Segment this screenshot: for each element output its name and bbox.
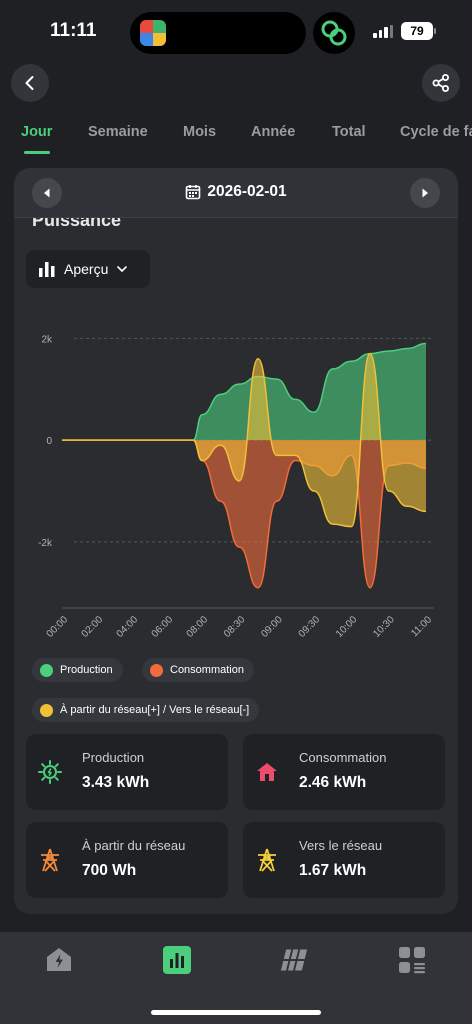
tab-mois[interactable]: Mois [183,124,217,140]
series-area-1 [62,440,426,588]
battery-icon: 79 [401,22,433,40]
y-tick-label: -2k [38,538,53,549]
view-select-value: Aperçu [64,261,109,277]
legend-consommation[interactable]: Consommation [142,658,254,682]
power-card: 2026-02-01 Puissance Aperçu 2k 0 -2k 00:00… [14,168,458,914]
bottom-navigation [0,932,472,1024]
statistics-icon[interactable] [163,946,191,974]
tab-total[interactable]: Total [332,124,366,140]
stat-value: 1.67 kWh [299,862,367,879]
legend-grid-label: À partir du réseau[+] / Vers le réseau[-… [60,704,250,716]
battery-tip [434,28,436,34]
x-tick-label: 08:00 [185,614,211,640]
live-activity-app-icon [140,20,166,46]
previous-day-button[interactable] [32,178,62,208]
dynamic-island [130,12,306,54]
legend-dot-consommation [150,663,163,677]
legend-grid[interactable]: À partir du réseau[+] / Vers le réseau[-… [32,698,260,722]
stat-label: Production [82,750,145,765]
tab-jour[interactable]: Jour [21,124,53,140]
next-day-button[interactable] [410,178,440,208]
status-bar: 11:11 79 [0,0,472,64]
legend-production[interactable]: Production [32,658,123,682]
legend-consommation-label: Consommation [170,664,244,676]
y-tick-label: 0 [46,436,52,447]
x-tick-label: 00:00 [45,614,71,640]
stat-label: À partir du réseau [82,838,186,853]
stat-card-from-grid: À partir du réseau 700 Wh [26,822,228,898]
stat-card-to-grid: Vers le réseau 1.67 kWh [243,822,445,898]
stat-value: 700 Wh [82,862,137,879]
x-tick-label: 06:00 [150,614,176,640]
home-indicator [151,1010,321,1015]
bar-chart-icon [39,262,55,277]
date-text: 2026-02-01 [207,183,287,200]
status-time: 11:11 [50,20,97,41]
active-tab-indicator [24,151,50,154]
power-tower-icon [41,848,59,872]
series-area-2 [62,353,426,527]
home-energy-icon[interactable] [45,946,73,974]
x-tick-label: 09:00 [259,614,285,640]
view-select[interactable]: Aperçu [26,250,150,288]
cellular-signal-icon [373,25,393,38]
legend-production-label: Production [60,664,113,676]
stat-value: 3.43 kWh [82,774,150,791]
solar-panel-icon[interactable] [280,946,308,974]
stat-label: Consommation [299,750,387,765]
linked-rings-icon [313,12,355,54]
date-navigator: 2026-02-01 [14,168,458,218]
x-tick-label: 04:00 [115,614,141,640]
x-tick-label: 10:00 [334,614,360,640]
share-button[interactable] [422,64,460,102]
devices-grid-icon[interactable] [398,946,426,974]
calendar-icon [186,185,201,200]
x-tick-label: 02:00 [80,614,106,640]
period-tabs: Jour Semaine Mois Année Total Cycle de f… [0,124,472,156]
date-selector[interactable]: 2026-02-01 [14,183,458,201]
stat-card-consommation: Consommation 2.46 kWh [243,734,445,810]
x-tick-label: 10:30 [371,614,397,640]
x-tick-label: 09:30 [297,614,323,640]
stat-card-production: Production 3.43 kWh [26,734,228,810]
caret-right-icon [422,188,428,198]
y-tick-label: 2k [41,334,53,345]
series-line-2 [61,352,427,528]
tab-cycle-de-facturation[interactable]: Cycle de facturation [400,124,472,140]
chevron-left-icon [25,76,34,90]
legend-dot-production [40,663,53,677]
legend-dot-grid [40,703,53,717]
tab-annee[interactable]: Année [251,124,296,140]
power-tower-icon [258,848,276,872]
x-tick-label: 11:00 [409,614,434,639]
power-chart: 2k 0 -2k 00:00 02:00 04:00 06:00 08:00 08:30 09:… [38,334,434,640]
chevron-down-icon [117,266,128,272]
caret-left-icon [44,188,50,198]
back-button[interactable] [11,64,49,102]
series-area-0 [62,343,426,441]
share-icon [432,74,449,92]
stat-label: Vers le réseau [299,838,383,853]
solar-sun-icon [38,760,62,784]
x-tick-label: 08:30 [222,614,248,640]
tab-semaine[interactable]: Semaine [88,124,148,140]
house-icon [257,763,277,781]
stat-value: 2.46 kWh [299,774,367,791]
